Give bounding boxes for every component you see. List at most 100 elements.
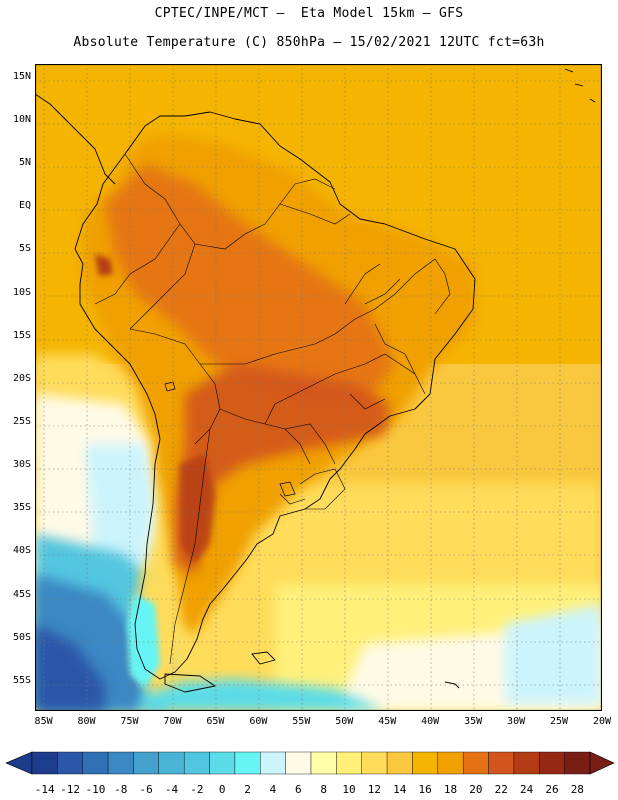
colorbar-swatch <box>539 751 565 775</box>
colorbar-swatch <box>183 751 210 775</box>
lake-titicaca <box>164 381 176 392</box>
colorbar-high-arrow <box>589 751 615 775</box>
colorbar-tick-label: -4 <box>164 783 179 796</box>
colorbar-tick-label: 12 <box>367 783 382 796</box>
colorbar-tick-label: 8 <box>320 783 327 796</box>
colorbar-swatch <box>209 751 236 775</box>
colorbar-tick-label: 24 <box>519 783 534 796</box>
colorbar-tick-label: -8 <box>114 783 128 796</box>
colorbar-tick-label: -14 <box>34 783 55 796</box>
southeast-ocean-cyan <box>505 604 602 704</box>
map-title-line2: Absolute Temperature (C) 850hPa – 15/02/… <box>73 35 545 50</box>
colorbar-tick-label: 10 <box>342 783 356 796</box>
temperature-map <box>35 64 602 711</box>
argentina-hot <box>180 454 215 564</box>
colorbar-swatch <box>260 751 286 775</box>
colorbar-tick-label: 20 <box>469 783 483 796</box>
lon-tick-label: 65W <box>206 716 225 727</box>
lat-tick-label: 15N <box>12 70 31 82</box>
colorbar-swatch <box>31 751 58 775</box>
lat-tick-label: 45S <box>12 588 31 600</box>
map-border <box>35 64 602 711</box>
colorbar-swatch <box>513 751 540 775</box>
south-georgia <box>444 681 460 689</box>
country-borders <box>94 153 451 665</box>
drake-cyan <box>145 679 385 711</box>
pacific-cold-3 <box>35 624 105 711</box>
south-america-coast <box>74 111 476 680</box>
graticule <box>35 64 602 711</box>
colorbar-swatch <box>437 751 464 775</box>
colorbar-tick-label: 28 <box>570 783 584 796</box>
lat-tick-label: 55S <box>12 674 31 686</box>
colorbar-swatch <box>386 751 413 775</box>
lon-tick-label: 25W <box>550 716 569 727</box>
colorbar-tick-label: -2 <box>190 783 204 796</box>
lon-tick-label: 80W <box>77 716 96 727</box>
falklands <box>251 651 276 665</box>
lat-tick-label: EQ <box>18 200 31 212</box>
lon-tick-label: 75W <box>120 716 139 727</box>
lat-tick-label: 5S <box>18 243 31 255</box>
map-title-line1: CPTEC/INPE/MCT – Eta Model 15km – GFS <box>154 6 464 21</box>
colorbar-tick-label: 14 <box>393 783 407 796</box>
colorbar-tick-label: -10 <box>85 783 106 796</box>
lon-tick-label: 85W <box>34 716 53 727</box>
colorbar-tick-label: -12 <box>60 783 80 796</box>
colorbar-swatch <box>82 751 109 775</box>
peru-hot-spot <box>95 254 113 276</box>
colorbar-swatch <box>158 751 185 775</box>
colorbar-tick-label: 2 <box>244 783 251 796</box>
colorbar-swatch <box>462 751 489 775</box>
map-area[interactable] <box>35 64 602 711</box>
lat-tick-label: 5N <box>18 157 31 169</box>
lat-tick-label: 10S <box>12 286 31 298</box>
colorbar-tick-label: 16 <box>418 783 432 796</box>
lon-tick-label: 60W <box>249 716 268 727</box>
lon-tick-label: 20W <box>592 716 612 727</box>
colorbar-swatch <box>488 751 515 775</box>
lat-tick-label: 10N <box>12 114 31 126</box>
colorbar-low-arrow <box>5 751 33 775</box>
colorbar-tick-label: 6 <box>295 783 302 796</box>
lat-tick-label: 15S <box>12 329 31 341</box>
colorbar-swatch <box>234 751 261 775</box>
colorbar-tick-label: 4 <box>269 783 277 796</box>
lat-tick-label: 35S <box>12 502 31 514</box>
lon-tick-label: 40W <box>421 716 440 727</box>
colorbar-swatch <box>310 751 337 775</box>
lagoa-dos-patos <box>279 481 296 497</box>
colorbar-swatch <box>285 751 312 775</box>
caribbean-islands <box>564 68 596 103</box>
lat-tick-label: 40S <box>12 545 31 557</box>
central-america-coast <box>35 93 116 185</box>
colorbar-tick-label: 22 <box>494 783 508 796</box>
colorbar-swatch <box>361 751 388 775</box>
colorbar-swatch <box>412 751 439 775</box>
colorbar-swatch <box>564 751 591 775</box>
lon-tick-label: 70W <box>163 716 182 727</box>
lon-tick-label: 30W <box>507 716 526 727</box>
tierra-del-fuego <box>164 673 216 693</box>
colorbar-swatch <box>133 751 160 775</box>
amazon-core <box>105 164 395 404</box>
chaco-hot <box>175 364 390 574</box>
colorbar-tick-label: 18 <box>443 783 458 796</box>
pacific-cyan <box>85 444 155 574</box>
colorbar-swatch <box>57 751 83 775</box>
lon-tick-label: 45W <box>378 716 397 727</box>
lon-tick-label: 50W <box>335 716 354 727</box>
lon-tick-label: 55W <box>292 716 311 727</box>
lat-tick-label: 20S <box>12 372 31 384</box>
colorbar <box>5 751 615 775</box>
colorbar-swatch <box>336 751 362 775</box>
lat-tick-label: 25S <box>12 416 31 427</box>
patagonia-cold <box>127 594 160 689</box>
coastlines <box>35 68 596 693</box>
colorbar-tick-label: -6 <box>139 783 153 796</box>
colorbar-swatch <box>107 751 134 775</box>
colorbar-tick-label: 0 <box>218 783 226 796</box>
lon-tick-label: 35W <box>464 716 483 727</box>
colorbar-tick-label: 26 <box>545 783 559 796</box>
lat-tick-label: 30S <box>12 459 31 471</box>
